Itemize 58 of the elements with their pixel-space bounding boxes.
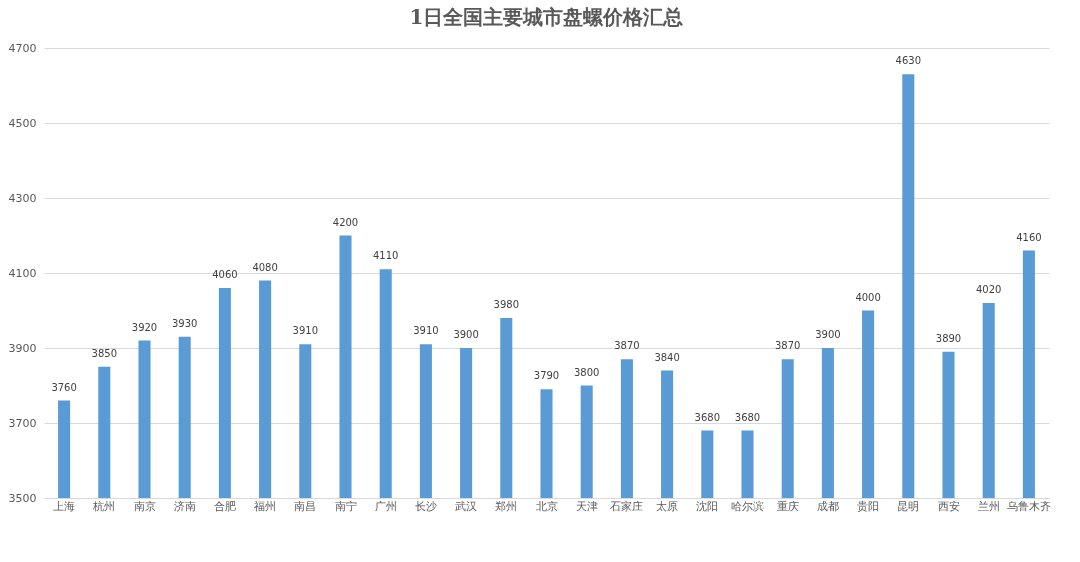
x-tick-label: 石家庄: [610, 499, 644, 513]
x-tick-label: 北京: [535, 499, 558, 513]
y-tick-label: 3900: [8, 341, 37, 355]
y-tick-label: 4500: [8, 116, 37, 130]
x-tick-label: 长沙: [414, 499, 437, 513]
data-label: 3680: [734, 411, 761, 423]
x-tick-label: 天津: [575, 499, 598, 513]
x-tick-label: 福州: [254, 499, 277, 513]
x-tick-label: 成都: [816, 499, 839, 513]
y-tick-label: 3700: [8, 416, 37, 430]
x-tick-label: 乌鲁木齐: [1006, 499, 1051, 513]
x-tick-label: 南昌: [294, 499, 317, 513]
x-tick-label: 杭州: [92, 499, 116, 513]
x-tick-label: 合肥: [213, 499, 236, 513]
data-label: 4080: [252, 261, 278, 273]
y-tick-label: 4100: [8, 266, 37, 280]
x-tick-label: 兰州: [977, 499, 1000, 513]
y-tick-label: 4300: [8, 191, 37, 205]
data-label: 3760: [51, 381, 77, 393]
data-label: 4110: [372, 250, 399, 262]
data-label: 3850: [91, 347, 118, 359]
x-tick-label: 武汉: [455, 499, 478, 513]
data-label: 4000: [855, 291, 881, 303]
x-tick-label: 南宁: [334, 499, 357, 513]
x-tick-label: 贵阳: [857, 499, 880, 513]
data-label: 4160: [1016, 231, 1042, 243]
x-tick-label: 西安: [937, 499, 960, 513]
y-tick-label: 4700: [8, 41, 37, 55]
x-tick-label: 上海: [53, 499, 76, 513]
x-tick-label: 重庆: [776, 499, 799, 513]
x-tick-label: 昆明: [897, 499, 920, 513]
x-tick-label: 太原: [656, 499, 679, 513]
x-tick-label: 郑州: [495, 499, 518, 513]
data-label: 3910: [292, 325, 319, 337]
data-label: 4200: [332, 216, 359, 228]
data-label: 3800: [573, 366, 600, 378]
x-tick-label: 哈尔滨: [731, 499, 764, 513]
data-label: 3790: [533, 370, 560, 382]
x-tick-label: 南京: [133, 499, 156, 513]
data-label: 3870: [774, 340, 801, 352]
data-label: 3840: [654, 351, 680, 363]
y-tick-label: 3500: [8, 491, 37, 505]
chart-title: 1日全国主要城市盘螺价格汇总: [409, 5, 684, 29]
data-label: 3930: [171, 317, 198, 329]
data-label: 4060: [212, 269, 238, 280]
data-label: 3680: [694, 411, 721, 423]
data-label: 3980: [493, 299, 520, 310]
data-label: 3900: [453, 329, 479, 340]
data-label: 3900: [815, 329, 841, 340]
data-label: 3870: [614, 340, 640, 352]
data-label: 4630: [895, 55, 922, 67]
data-label: 4020: [975, 284, 1002, 295]
x-tick-label: 广州: [374, 499, 397, 513]
x-tick-label: 沈阳: [696, 499, 719, 513]
data-label: 3920: [131, 321, 158, 333]
data-label: 3910: [413, 325, 439, 337]
data-label: 3890: [935, 332, 962, 344]
x-tick-label: 济南: [173, 499, 196, 513]
